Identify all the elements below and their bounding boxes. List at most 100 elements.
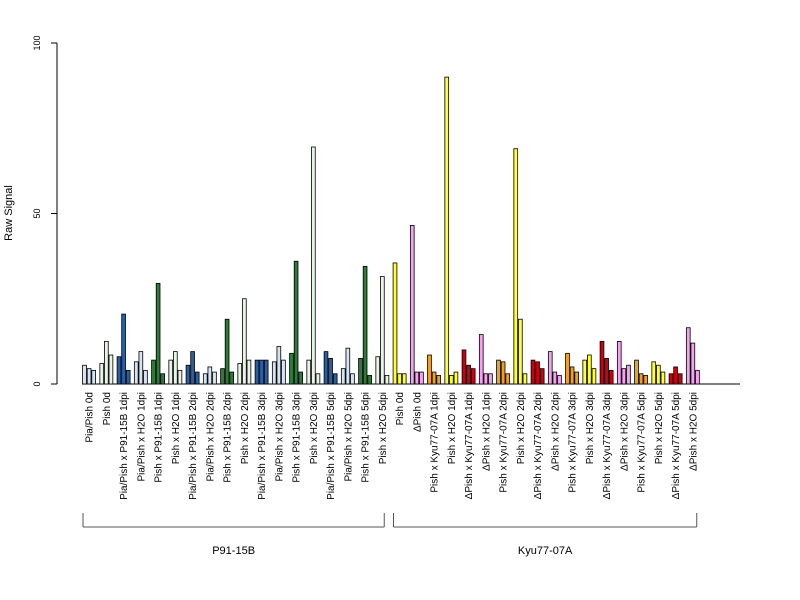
x-tick-label: Pish x H2O 5dpi [654, 392, 665, 464]
x-tick-label: ΔPish x H2O 5dpi [688, 392, 699, 471]
bar [125, 369, 131, 385]
group-brackets: P91-15B Kyu77-07A [82, 513, 698, 557]
group-label: Kyu77-07A [518, 545, 573, 557]
x-tick-label: Pish 0d [102, 392, 113, 425]
bar [185, 364, 191, 385]
bar [194, 371, 200, 385]
bar [220, 368, 225, 385]
bar [401, 373, 407, 385]
x-tick-label: Pia/Pish x H2O 3dpi [274, 392, 285, 482]
x-tick-label: ΔPish x Kyu77-07A 5dpi [671, 392, 682, 499]
bar [121, 313, 126, 385]
x-tick-label: ΔPish x Kyu77-07A 3dpi [602, 392, 613, 499]
bar [99, 363, 105, 385]
x-tick-label: Pish x H2O 5dpi [378, 392, 389, 464]
bar [547, 351, 553, 385]
bar [358, 358, 363, 385]
bar [367, 375, 372, 385]
bar [626, 364, 631, 385]
bar [530, 359, 536, 385]
bar [143, 369, 148, 385]
bar [207, 366, 213, 385]
bar [513, 148, 519, 385]
bar [362, 265, 368, 385]
bar [254, 359, 260, 385]
bar [638, 373, 644, 385]
y-tick-label: 100 [32, 35, 42, 50]
bar [229, 371, 235, 385]
bar [306, 359, 312, 385]
bar [86, 368, 92, 385]
x-tick-label: ΔPish x H2O 1dpi [481, 392, 492, 471]
bar [271, 361, 277, 385]
bar [380, 276, 385, 385]
bar [160, 373, 166, 385]
bar [496, 359, 501, 385]
x-tick-label: Pish x P91-15B 5dpi [361, 392, 372, 483]
x-tick-label: Pish x P91-15B 2dpi [223, 392, 234, 483]
bar [505, 373, 510, 385]
bar [311, 146, 316, 385]
bars [82, 76, 700, 385]
bar [539, 368, 545, 385]
bar [453, 371, 459, 385]
bar [177, 369, 183, 385]
x-tick-label: ΔPish x Kyu77-07A 1dpi [464, 392, 475, 499]
bar [634, 359, 639, 385]
x-tick-label: Pia/Pish x P91-15B 5dpi [326, 392, 337, 500]
x-tick-label: Pish x Kyu77-07A 2dpi [499, 392, 510, 493]
bar [419, 371, 424, 385]
bar [668, 373, 674, 385]
bar [461, 349, 467, 385]
x-tick-label: Pish x H2O 1dpi [447, 392, 458, 464]
y-axis: 0 50 100 [32, 35, 58, 387]
bar [246, 359, 252, 385]
bar [574, 371, 579, 385]
x-tick-label: Pish x H2O 2dpi [516, 392, 527, 464]
bar [557, 375, 562, 385]
bar [651, 361, 657, 385]
x-tick-label: Pish x H2O 1dpi [171, 392, 182, 464]
x-tick-label: Pish x P91-15B 3dpi [292, 392, 303, 483]
x-tick-label: Pish x H2O 2dpi [240, 392, 251, 464]
bar [155, 283, 161, 385]
x-tick-label: ΔPish x H2O 2dpi [550, 392, 561, 471]
bar [328, 358, 333, 385]
bar [168, 359, 174, 385]
bar [431, 371, 437, 385]
bar [392, 262, 398, 385]
bar [535, 361, 540, 385]
bar [500, 361, 506, 385]
bar [237, 363, 243, 385]
bar [478, 334, 484, 385]
bar [151, 359, 156, 385]
bar [340, 368, 346, 385]
bar [281, 359, 286, 385]
bar [449, 375, 454, 385]
bar [565, 352, 570, 385]
bar [470, 368, 476, 385]
y-tick-label: 0 [32, 381, 42, 386]
bar [116, 356, 122, 385]
bar [695, 369, 700, 385]
bar [690, 342, 696, 385]
x-tick-label: Pia/Pish x H2O 5dpi [343, 392, 354, 482]
bar [621, 368, 627, 385]
bar [384, 375, 390, 385]
x-tick-label: Pish x Kyu77-07A 1dpi [430, 392, 441, 493]
bar [643, 375, 648, 385]
bar [427, 354, 432, 385]
bar [350, 373, 355, 385]
bar [323, 351, 329, 385]
bar [685, 327, 691, 385]
x-tick-label: Pia/Pish x H2O 2dpi [205, 392, 216, 482]
bar [591, 368, 597, 385]
x-tick-label: Pia/Pish x P91-15B 1dpi [119, 392, 130, 500]
x-tick-label: Pish x P91-15B 1dpi [154, 392, 165, 483]
x-tick-label: Pish 0d [395, 392, 406, 425]
x-tick-label: Pia/Pish 0d [85, 392, 96, 443]
bar [656, 364, 661, 385]
bar [224, 318, 230, 385]
bar [315, 373, 321, 385]
